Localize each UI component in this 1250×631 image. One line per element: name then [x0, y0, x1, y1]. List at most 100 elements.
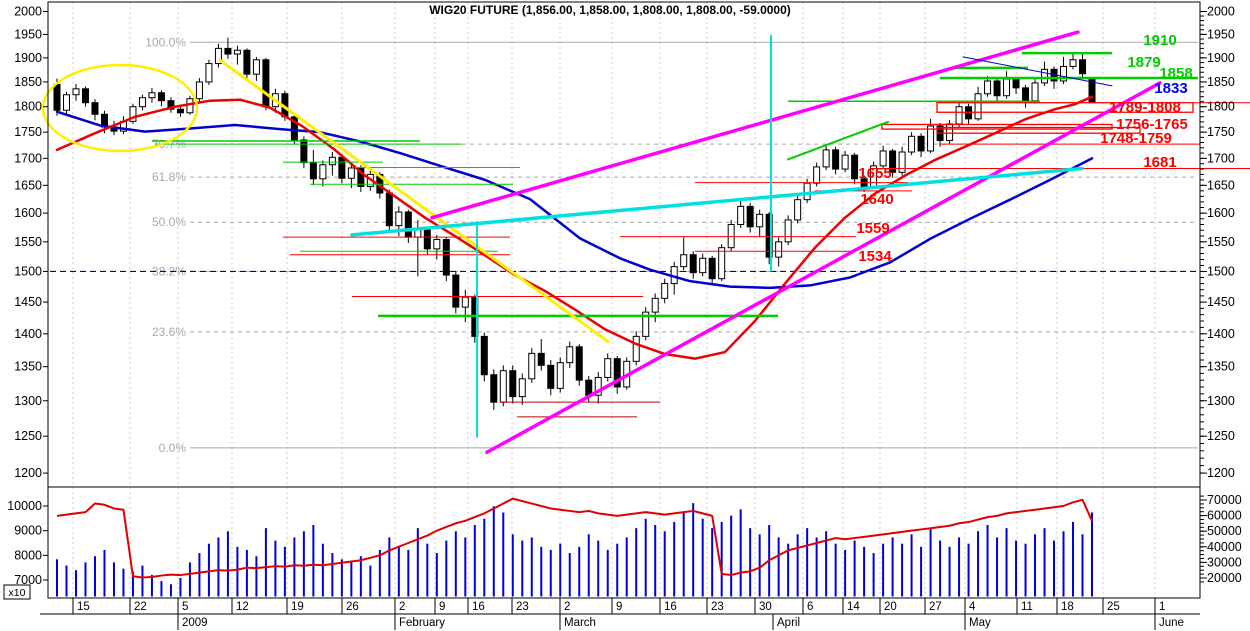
trendline-yellow-downtrend[interactable] [218, 58, 610, 344]
candle [556, 362, 564, 389]
price-tick-label: 1800 [1207, 100, 1235, 114]
support-resistance-lines[interactable] [152, 51, 1250, 418]
trendline-cyan-rising[interactable] [350, 166, 1084, 237]
price-tick-label: 1300 [1207, 394, 1235, 408]
candle [984, 80, 992, 95]
candle [129, 106, 137, 122]
candle [594, 376, 602, 396]
candle [604, 358, 612, 378]
price-axis-left: 2000 1950 1900 1850 1800 1750 1700 1650 1600 1550… [14, 5, 48, 480]
price-axis-right: 2000 1950 1900 1850 1800 1750 1700 1650 1600 1550… [1200, 5, 1235, 480]
candle [756, 213, 764, 228]
week-tick-label: 9 [439, 601, 445, 613]
price-tick-label: 2000 [14, 5, 42, 19]
candle [214, 47, 222, 65]
candle [290, 116, 298, 141]
candle [908, 135, 916, 153]
price-tick-label: 1800 [14, 100, 42, 114]
candle [252, 59, 260, 75]
month-label: May [969, 617, 991, 629]
price-tick-label: 1500 [14, 264, 42, 278]
volume-bars [56, 503, 1093, 597]
candle [632, 335, 640, 362]
volume-tick-label: 10000 [7, 499, 42, 513]
resistance-zone-box[interactable] [936, 126, 1141, 134]
week-tick-label: 19 [291, 601, 304, 613]
candle [205, 63, 213, 83]
trendline-magenta-channel-lower[interactable] [485, 81, 1162, 455]
trendline-magenta-channel-upper[interactable] [430, 30, 1080, 220]
candle [1041, 68, 1049, 84]
candle [157, 92, 165, 102]
candle [452, 274, 460, 308]
candle [547, 364, 555, 389]
price-tick-label: 1400 [14, 327, 42, 341]
week-tick-label: 18 [1061, 601, 1074, 613]
price-tick-label: 1350 [1207, 360, 1235, 374]
candle [347, 167, 355, 179]
price-tick-label: 1550 [1207, 235, 1235, 249]
candle [765, 213, 773, 258]
candle [1022, 87, 1030, 102]
volume-tick-label: 30000 [1207, 555, 1242, 569]
resistance-zone-box[interactable] [936, 102, 1194, 113]
candle [148, 92, 156, 99]
price-level-label: 1879 [1127, 54, 1160, 71]
week-tick-label: 2 [399, 601, 405, 613]
price-tick-label: 1850 [14, 75, 42, 89]
open-interest-line [56, 497, 1093, 579]
resistance-zone-box[interactable] [881, 123, 1113, 130]
candle [737, 205, 745, 226]
candle [433, 239, 441, 250]
candle [927, 125, 935, 152]
chart-border [47, 1, 1201, 599]
price-tick-label: 1850 [1207, 75, 1235, 89]
candle [775, 241, 783, 258]
price-tick-label: 1900 [14, 51, 42, 65]
candle [167, 100, 175, 110]
candle [499, 370, 507, 403]
candle [309, 162, 317, 180]
candle [72, 88, 80, 96]
resistance-zone-boxes[interactable] [881, 102, 1194, 134]
highlight-ellipse-yellow[interactable] [41, 63, 199, 153]
candle [480, 335, 488, 376]
trendline-green-april[interactable] [787, 120, 889, 161]
trendlines[interactable] [41, 30, 1162, 455]
candle [1069, 59, 1077, 67]
candle [851, 154, 859, 180]
price-tick-label: 1250 [1207, 429, 1235, 443]
week-tick-label: 9 [616, 601, 622, 613]
candle [993, 80, 1001, 97]
price-tick-label: 1900 [1207, 51, 1235, 65]
trendline-blue-may[interactable] [962, 56, 1113, 87]
month-label: February [399, 617, 445, 629]
candle [917, 135, 925, 152]
candle [1003, 78, 1011, 97]
fibonacci-label: 38.2% [152, 264, 186, 278]
price-level-label: 1655 [858, 165, 891, 182]
candle [404, 211, 412, 238]
candle [81, 88, 89, 104]
candle [395, 211, 403, 227]
candle [423, 228, 431, 250]
candle [300, 139, 308, 164]
candle [195, 81, 203, 100]
week-tick-label: 23 [516, 601, 529, 613]
candle [575, 346, 583, 381]
volume-tick-label: 40000 [1207, 540, 1242, 554]
week-tick-label: 22 [134, 601, 147, 613]
candle [566, 346, 574, 364]
price-level-label: 1681 [1143, 154, 1176, 171]
week-tick-label: 6 [807, 601, 813, 613]
week-tick-label: 2 [564, 601, 570, 613]
price-tick-label: 1200 [1207, 466, 1235, 480]
candle [946, 123, 954, 141]
candle [841, 154, 849, 170]
price-level-label: 1833 [1154, 80, 1187, 97]
price-tick-label: 1750 [1207, 125, 1235, 139]
week-tick-label: 16 [472, 601, 485, 613]
volume-tick-label: 60000 [1207, 509, 1242, 523]
candle [727, 224, 735, 249]
